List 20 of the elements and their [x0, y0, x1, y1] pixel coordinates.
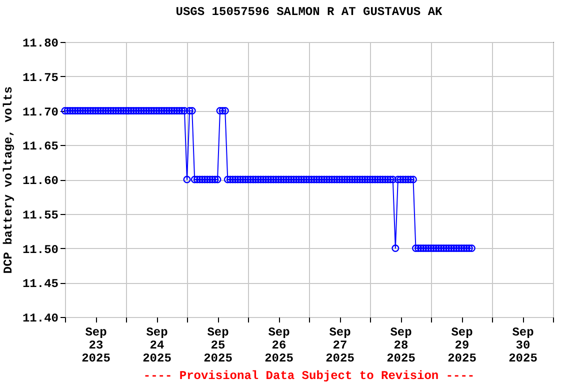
y-tick-label: 11.40 — [22, 312, 58, 326]
x-tick-label: Sep 28 2025 — [386, 326, 416, 366]
x-tick-label: Sep 24 2025 — [142, 326, 172, 366]
text: ---- Provisional Data Subject to Revision ---- — [143, 369, 475, 383]
x-tick-label: Sep 29 2025 — [448, 326, 476, 366]
x-tick-label: Sep 25 2025 — [204, 326, 232, 366]
y-tick-label: 11.55 — [22, 208, 58, 222]
y-tick-label: 11.70 — [22, 105, 58, 120]
y-tick-label: 11.80 — [22, 36, 58, 50]
y-tick-label: 11.50 — [22, 242, 58, 257]
x-tick-label: Sep 30 2025 — [508, 326, 538, 366]
x-tick-label: Sep 23 2025 — [82, 326, 110, 366]
y-tick-label: 11.45 — [22, 277, 58, 292]
y-axis-title: DCP battery voltage, volts — [1, 86, 16, 274]
y-tick-label: 11.65 — [22, 140, 58, 154]
y-tick-label: 11.60 — [22, 174, 58, 188]
x-tick-label: Sep 27 2025 — [326, 326, 354, 366]
y-tick-label: 11.75 — [22, 70, 58, 85]
chart-title: USGS 15057596 SALMON R AT GUSTAVUS AK — [176, 5, 444, 19]
x-tick-label: Sep 26 2025 — [264, 326, 294, 366]
